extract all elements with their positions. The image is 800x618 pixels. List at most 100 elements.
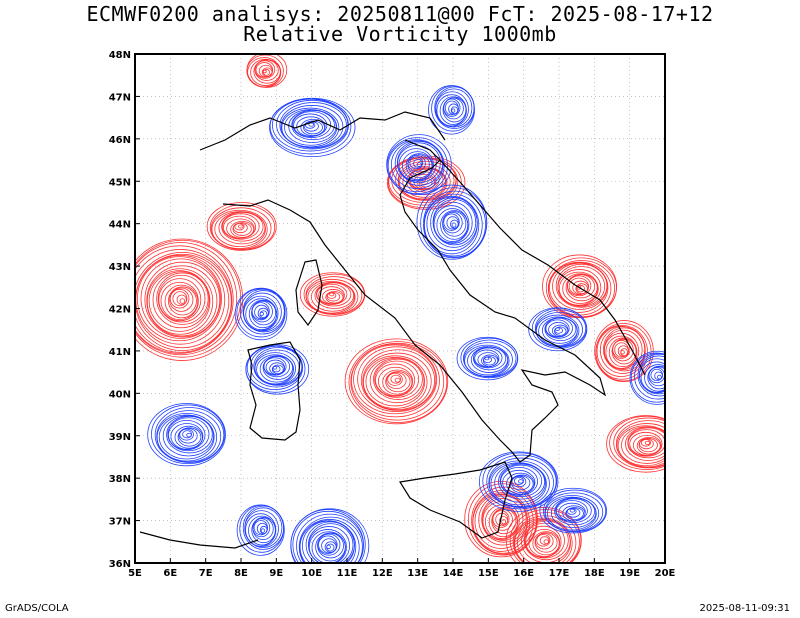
contour-line	[436, 208, 469, 242]
contour-line	[135, 245, 234, 354]
contour-line	[492, 510, 510, 528]
contour-line	[614, 342, 629, 358]
contour-line	[160, 281, 199, 321]
contour-line	[634, 353, 665, 400]
contour-line	[513, 477, 524, 485]
contour-line	[147, 403, 226, 467]
contour-line	[525, 525, 562, 558]
contour-line	[269, 98, 352, 155]
contour-line	[611, 338, 637, 365]
contour-line	[647, 365, 665, 390]
contour-line	[499, 464, 543, 498]
contour-line	[329, 292, 335, 297]
contour-line	[276, 99, 349, 150]
contour-line	[528, 528, 561, 557]
contour-line	[500, 466, 539, 496]
contour-line	[545, 319, 570, 338]
contour-line	[326, 292, 341, 302]
contour-line	[245, 298, 278, 331]
lat-tick-label: 44N	[109, 220, 131, 231]
contour-line	[156, 412, 218, 462]
contour-line	[432, 199, 477, 246]
contour-line	[568, 277, 590, 296]
contour-line	[428, 85, 475, 135]
contour-line	[318, 286, 345, 305]
contour-line	[478, 451, 559, 512]
contour-line	[307, 280, 356, 314]
lon-tick-label: 18E	[584, 568, 605, 579]
contour-line	[269, 97, 356, 158]
lat-lon-grid	[135, 54, 665, 563]
contour-line	[511, 475, 531, 491]
contour-line	[135, 242, 238, 356]
contour-line	[251, 300, 277, 326]
contour-line	[369, 357, 425, 404]
contour-line	[565, 273, 598, 302]
contour-line	[637, 353, 665, 397]
lat-tick-label: 47N	[109, 92, 131, 103]
vorticity-contours	[135, 54, 665, 563]
contour-line	[532, 531, 560, 556]
contour-line	[409, 156, 424, 170]
lon-tick-label: 13E	[407, 568, 428, 579]
coastlines	[139, 111, 646, 549]
contour-line	[365, 357, 426, 407]
contour-line	[621, 426, 665, 464]
contour-line	[353, 344, 438, 415]
contour-line	[576, 284, 585, 293]
contour-line	[135, 252, 232, 352]
lon-tick-label: 14E	[443, 568, 464, 579]
negative-vorticity-center	[416, 184, 488, 260]
contour-line	[243, 292, 282, 332]
contour-line	[206, 202, 277, 251]
lat-tick-label: 37N	[109, 517, 131, 528]
contour-line	[242, 290, 285, 333]
contour-line	[386, 134, 452, 195]
contour-line	[555, 500, 588, 522]
contour-line	[281, 107, 340, 148]
contour-line	[245, 344, 310, 395]
positive-vorticity-center	[344, 338, 449, 425]
contour-line	[221, 211, 264, 242]
negative-vorticity-center	[629, 350, 665, 405]
negative-vorticity-center	[269, 97, 356, 158]
lat-tick-label: 43N	[109, 262, 131, 273]
contour-line	[325, 291, 344, 304]
contour-line	[546, 496, 597, 531]
contour-line	[463, 339, 517, 378]
contour-line	[154, 407, 225, 463]
contour-line	[259, 310, 268, 319]
contour-line	[442, 211, 467, 237]
northern-border	[199, 111, 446, 151]
contour-line	[170, 423, 204, 450]
footer-timestamp: 2025-08-11-09:31	[699, 603, 790, 614]
contour-line	[271, 364, 284, 375]
contour-line	[638, 355, 665, 395]
contour-line	[498, 463, 546, 500]
contour-line	[299, 519, 360, 563]
contour-line	[605, 335, 638, 369]
positive-vorticity-center	[135, 238, 244, 361]
contour-line	[416, 162, 422, 168]
contour-line	[166, 415, 213, 454]
corsica-coastline	[295, 259, 323, 327]
contour-line	[524, 522, 565, 559]
contour-line	[284, 109, 338, 146]
positive-vorticity-center	[246, 54, 288, 88]
contour-line	[186, 432, 192, 438]
contour-line	[363, 355, 428, 409]
contour-line	[494, 463, 546, 503]
contour-line	[245, 513, 277, 547]
contour-line	[436, 94, 467, 127]
contour-line	[387, 139, 445, 193]
lon-tick-label: 17E	[549, 568, 570, 579]
lon-tick-label: 7E	[199, 568, 213, 579]
contour-line	[360, 349, 436, 411]
contour-line	[151, 404, 226, 464]
contour-line	[146, 265, 218, 337]
contour-line	[472, 489, 534, 554]
contour-line	[279, 102, 347, 149]
contour-line	[562, 273, 599, 304]
lon-tick-label: 9E	[269, 568, 283, 579]
